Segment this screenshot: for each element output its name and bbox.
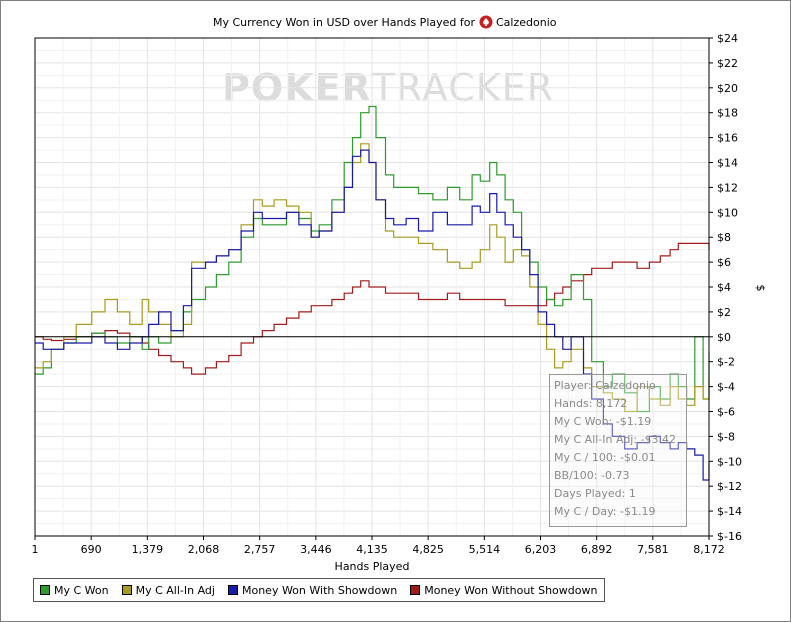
y-tick-label: $24 (717, 32, 738, 45)
spade-icon (479, 15, 493, 29)
legend-label-money-won-without-showdown: Money Won Without Showdown (424, 583, 598, 597)
legend-label-my-c-won: My C Won (54, 583, 109, 597)
y-tick-label: $8 (717, 231, 731, 244)
x-axis-ticks: 1 690 1,379 2,068 2,757 3,446 4,135 4,825 5,514 6… (32, 536, 725, 556)
tooltip-per-100: My C / 100: -$0.01 (554, 451, 656, 464)
y-tick-label: $4 (717, 281, 731, 294)
y-tick-label: $18 (717, 107, 738, 120)
chart-title-player: Calzedonio (496, 16, 557, 29)
x-tick-label: 2,068 (188, 543, 220, 556)
x-tick-label: 4,135 (356, 543, 388, 556)
legend-swatch-my-c-all-in-adj (121, 585, 132, 595)
tooltip-bb-100: BB/100: -0.73 (554, 469, 630, 482)
legend-swatch-money-won-without-showdown (410, 585, 421, 595)
x-tick-label: 6,892 (581, 543, 613, 556)
y-tick-label: $14 (717, 157, 738, 170)
y-tick-label: $-12 (717, 480, 742, 493)
series-line-money-won-with-showdown (35, 149, 710, 481)
legend-label-money-won-with-showdown: Money Won With Showdown (241, 583, 398, 597)
player-stats-tooltip: Player: Calzedonio Hands: 8,172 My C Won… (549, 374, 687, 527)
legend-label-my-c-all-in-adj: My C All-In Adj (135, 583, 215, 597)
tooltip-days-played: Days Played: 1 (554, 487, 636, 500)
y-tick-label: $22 (717, 57, 738, 70)
y-tick-label: $-6 (717, 406, 735, 419)
x-tick-label: 690 (81, 543, 102, 556)
x-tick-label: 7,581 (637, 543, 669, 556)
y-tick-label: $20 (717, 82, 738, 95)
tooltip-player: Player: Calzedonio (554, 379, 656, 392)
legend-item-my-c-won[interactable]: My C Won (40, 584, 109, 597)
legend-swatch-my-c-won (40, 585, 50, 595)
y-tick-label: $-4 (717, 381, 735, 394)
chart-title-text: My Currency Won in USD over Hands Played… (213, 16, 476, 29)
tooltip-won: My C Won: -$1.19 (554, 415, 652, 428)
legend-swatch-money-won-with-showdown (227, 585, 238, 595)
series-line-my-c-won (35, 105, 710, 413)
y-tick-label: $-2 (717, 356, 735, 369)
y-tick-label: $12 (717, 181, 738, 194)
legend-item-money-won-without-showdown[interactable]: Money Won Without Showdown (410, 584, 597, 597)
series-lines (35, 105, 710, 481)
x-tick-label: 3,446 (300, 543, 332, 556)
y-axis-ticks: $24 $22 $20 $18 $16 $14 $12 $10 $8 $6 $4 $2 $0 $-2 $-4… (709, 32, 742, 543)
tooltip-allin-adj: My C All-In Adj: -$3.42 (554, 433, 677, 446)
x-tick-label: 8,172 (693, 543, 725, 556)
x-tick-label: 1 (32, 543, 39, 556)
y-tick-label: $10 (717, 206, 738, 219)
y-tick-label: $-14 (717, 505, 742, 518)
y-tick-label: $6 (717, 256, 731, 269)
tooltip-hands: Hands: 8,172 (554, 397, 628, 410)
legend-item-my-c-all-in-adj[interactable]: My C All-In Adj (121, 583, 215, 597)
x-tick-label: 1,379 (132, 543, 164, 556)
y-tick-label: $-8 (717, 430, 735, 443)
legend-item-money-won-with-showdown[interactable]: Money Won With Showdown (227, 583, 398, 597)
x-tick-label: 5,514 (469, 543, 501, 556)
x-tick-label: 4,825 (412, 543, 444, 556)
y-tick-label: $-16 (717, 530, 742, 543)
series-line-money-won-without-showdown (35, 242, 710, 375)
x-tick-label: 2,757 (244, 543, 276, 556)
y-axis-label: $ (754, 285, 767, 292)
x-axis-label: Hands Played (335, 560, 410, 573)
y-tick-label: $2 (717, 306, 731, 319)
chart-legend: My C Won My C All-In Adj Money Won With … (33, 578, 606, 602)
y-tick-label: $0 (717, 331, 731, 344)
x-tick-label: 6,203 (525, 543, 557, 556)
tooltip-per-day: My C / Day: -$1.19 (554, 505, 656, 518)
y-tick-label: $16 (717, 132, 738, 145)
chart-title: My Currency Won in USD over Hands Played… (213, 15, 557, 29)
y-tick-label: $-10 (717, 455, 742, 468)
